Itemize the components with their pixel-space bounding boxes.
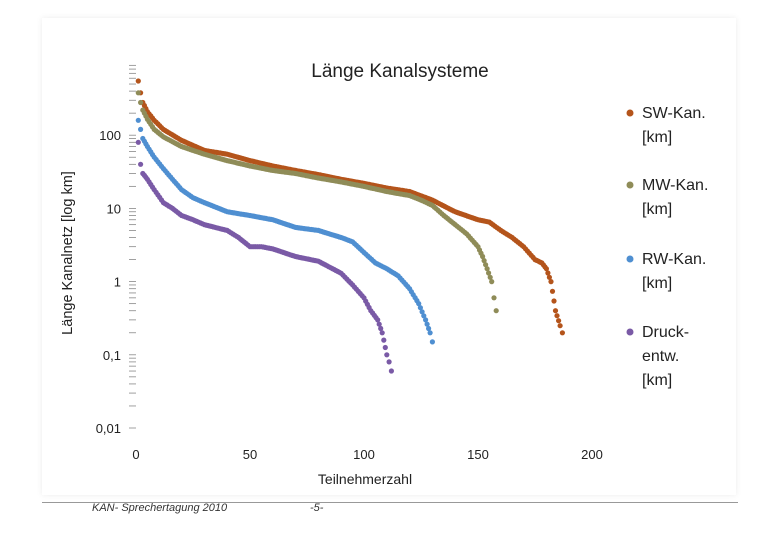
data-point — [375, 317, 381, 323]
legend-label: RW-Kan. — [642, 251, 706, 268]
data-point — [554, 313, 560, 319]
data-point — [493, 308, 499, 314]
legend-marker — [626, 109, 634, 117]
series-3 — [135, 117, 435, 345]
data-point — [135, 139, 141, 145]
x-tick-label: 50 — [243, 447, 257, 462]
data-point — [423, 317, 429, 323]
legend-label: MW-Kan. — [642, 177, 708, 194]
data-point — [548, 279, 554, 285]
chart-panel — [42, 18, 736, 495]
legend-marker — [626, 181, 634, 189]
data-point — [556, 318, 562, 324]
footer-event: KAN- Sprechertagung 2010 — [92, 502, 228, 514]
legend-label: entw. — [642, 348, 679, 365]
data-point — [135, 90, 141, 96]
x-tick-label: 150 — [467, 447, 489, 462]
footer-divider — [42, 502, 738, 503]
data-point — [421, 313, 427, 319]
footer-page-number: -5- — [310, 502, 324, 514]
data-point — [376, 321, 382, 327]
data-point — [427, 330, 433, 336]
data-point — [138, 161, 144, 167]
data-point — [546, 274, 553, 280]
legend-marker — [626, 255, 634, 263]
data-point — [484, 266, 490, 272]
data-point — [416, 301, 422, 307]
y-tick-label: 10 — [107, 201, 121, 216]
data-point — [489, 279, 495, 285]
y-tick-label: 0,01 — [96, 421, 121, 436]
data-point — [382, 344, 388, 351]
data-point — [480, 253, 486, 260]
data-point — [378, 325, 384, 332]
data-point — [559, 330, 566, 336]
x-tick-label: 200 — [581, 447, 603, 462]
data-point — [386, 359, 392, 365]
data-point — [557, 323, 563, 329]
data-point — [481, 258, 487, 264]
data-point — [388, 368, 394, 374]
data-point — [379, 330, 385, 336]
x-axis-label: Teilnehmerzahl — [318, 471, 412, 487]
chart-title: Länge Kanalsysteme — [311, 61, 488, 82]
legend-label: SW-Kan. — [642, 105, 706, 122]
y-tick-label: 0,1 — [103, 348, 121, 363]
legend-label: [km] — [642, 201, 672, 218]
data-point — [551, 298, 557, 304]
data-point — [486, 270, 492, 276]
data-point — [545, 270, 551, 276]
data-point — [384, 352, 390, 358]
data-point — [429, 339, 435, 345]
legend-label: [km] — [642, 129, 672, 146]
data-point — [552, 308, 559, 314]
y-axis-label: Länge Kanalnetz [log km] — [60, 171, 76, 335]
data-point — [419, 309, 425, 315]
series-2 — [135, 90, 499, 314]
data-point — [543, 266, 550, 272]
data-point — [426, 325, 432, 332]
series-4 — [135, 139, 394, 374]
legend-label: [km] — [642, 275, 672, 292]
x-tick-label: 100 — [353, 447, 375, 462]
data-point — [424, 321, 430, 327]
y-tick-label: 1 — [114, 275, 121, 290]
legend-label: [km] — [642, 372, 672, 389]
data-point — [135, 78, 141, 84]
data-point — [483, 262, 489, 268]
data-point — [549, 288, 556, 294]
data-point — [135, 117, 141, 123]
data-point — [487, 274, 493, 280]
x-tick-label: 0 — [132, 447, 139, 462]
data-point — [381, 337, 387, 343]
legend-label: Druck- — [642, 324, 689, 341]
series-1 — [135, 78, 566, 336]
data-point — [138, 99, 144, 106]
y-tick-label: 100 — [99, 128, 121, 143]
data-point — [417, 305, 423, 311]
data-point — [138, 126, 144, 132]
data-point — [491, 295, 497, 301]
legend-marker — [626, 328, 634, 336]
